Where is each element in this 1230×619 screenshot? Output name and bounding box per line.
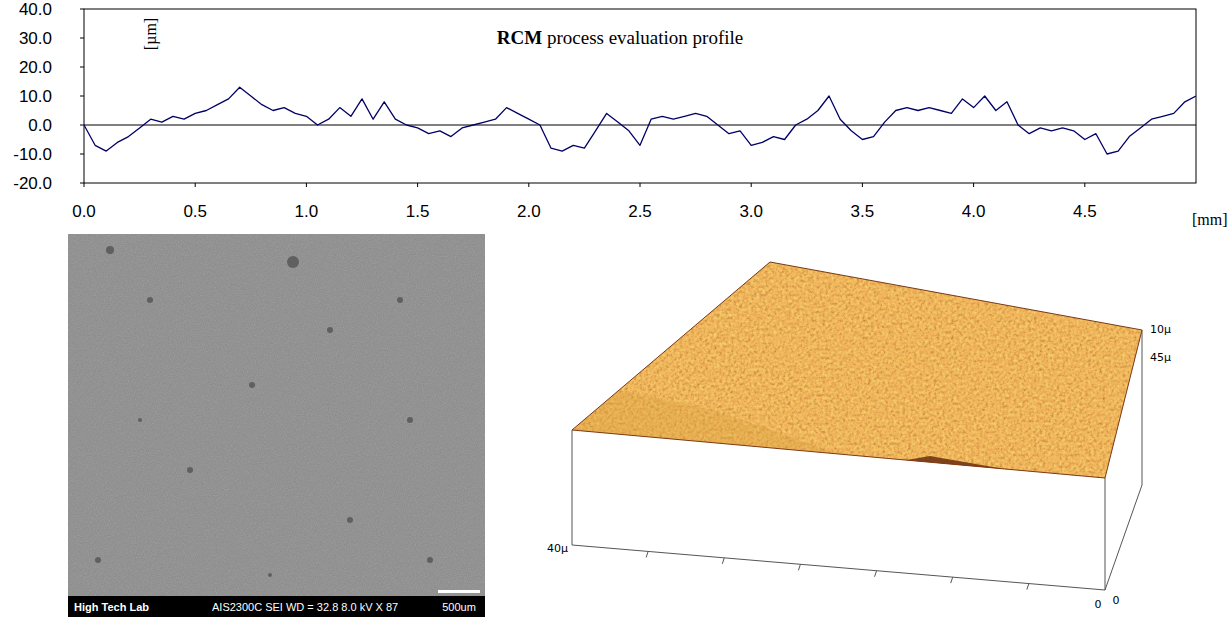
x-tick-label: 3.0 — [739, 202, 763, 221]
box-tick — [951, 577, 953, 583]
sem-caption-bar — [68, 596, 485, 617]
figure: -20.0 -10.0 0.0 10.0 20.0 30.0 40.0 0.0 0.5 1.0 1.… — [0, 0, 1230, 619]
title-bold-part: RCM — [497, 27, 542, 48]
y-tick-label: 10.0 — [19, 87, 52, 106]
sem-image: High Tech Lab AIS2300C SEI WD = 32.8 8.0 … — [68, 234, 485, 617]
box-tick — [798, 564, 800, 570]
plot-frame — [84, 9, 1196, 183]
line-group — [84, 87, 1196, 154]
sem-spot — [138, 418, 142, 422]
profile-chart: -20.0 -10.0 0.0 10.0 20.0 30.0 40.0 0.0 0.5 1.0 1.… — [13, 0, 1227, 228]
x-tick-label: 0.0 — [72, 202, 96, 221]
sem-spot — [106, 246, 114, 254]
surface-highlight — [572, 390, 1105, 478]
y-tick — [80, 9, 84, 10]
sem-spot — [427, 557, 433, 563]
x-tick-label: 2.0 — [517, 202, 541, 221]
x-tick — [84, 183, 85, 187]
sem-spot — [397, 297, 403, 303]
sem-scale-bar — [438, 590, 480, 593]
y-axis-label: [µm] — [142, 18, 160, 50]
zero-line — [84, 125, 1196, 126]
x-tick — [862, 183, 863, 187]
y-tick — [80, 96, 84, 97]
box-tick — [722, 558, 724, 564]
title-rest-part: process evaluation profile — [542, 27, 743, 48]
y-tick — [80, 154, 84, 155]
surface-group — [560, 250, 1160, 505]
surface-axis-label: 40µ — [547, 542, 568, 555]
y-tick-label: 0.0 — [28, 116, 52, 135]
sem-spot — [287, 256, 299, 268]
surface-outline — [572, 262, 1142, 478]
sem-spot — [407, 417, 413, 423]
surface-axis-label: 0 — [1095, 598, 1102, 611]
x-tick-label: 1.0 — [295, 202, 319, 221]
y-tick-label: 30.0 — [19, 29, 52, 48]
y-tick-label: -10.0 — [13, 145, 52, 164]
x-tick-label: 0.5 — [183, 202, 207, 221]
sem-spot — [187, 467, 193, 473]
box-tick — [1027, 584, 1029, 590]
x-tick — [751, 183, 752, 187]
x-tick — [640, 183, 641, 187]
sem-scale-label: 500um — [442, 601, 476, 613]
sem-texture — [68, 234, 485, 596]
sem-spot — [347, 517, 353, 523]
x-tick — [195, 183, 196, 187]
y-tick — [80, 67, 84, 68]
y-tick-label: 20.0 — [19, 58, 52, 77]
surface-texture — [560, 250, 1160, 490]
surface-axis-label: 45µ — [1150, 351, 1171, 364]
sem-lab: High Tech Lab — [74, 601, 149, 613]
x-axis-label: [mm] — [1192, 211, 1228, 228]
x-tick-label: 4.0 — [962, 202, 986, 221]
x-tick-label: 3.5 — [851, 202, 875, 221]
box-edge — [1105, 478, 1106, 590]
box-tick — [646, 551, 648, 557]
y-tick — [80, 38, 84, 39]
x-tick — [306, 183, 307, 187]
x-tick — [973, 183, 974, 187]
sem-spot — [327, 327, 333, 333]
sem-background — [68, 234, 485, 596]
sem-spot — [147, 297, 153, 303]
x-tick — [1084, 183, 1085, 187]
y-tick-label: -20.0 — [13, 174, 52, 193]
surface-axis-label: 0 — [1113, 594, 1120, 607]
sem-info: AIS2300C SEI WD = 32.8 8.0 kV X 87 — [212, 601, 398, 613]
surface-edge-dark — [860, 456, 1010, 505]
y-tick — [80, 125, 84, 126]
y-tick-label: 40.0 — [19, 0, 52, 19]
x-tick-label: 1.5 — [406, 202, 430, 221]
x-tick — [417, 183, 418, 187]
surface-3d: 10µ 45µ 40µ 00 — [547, 250, 1171, 611]
x-tick-label: 4.5 — [1073, 202, 1097, 221]
chart-title: RCM process evaluation profile — [497, 27, 743, 48]
x-tick — [528, 183, 529, 187]
sem-spot — [95, 557, 101, 563]
y-tick — [80, 183, 84, 184]
surface-axis-label: 10µ — [1150, 323, 1171, 336]
box-tick — [875, 571, 877, 577]
sem-spot — [268, 573, 272, 577]
profile-line — [84, 87, 1196, 154]
sem-spot — [249, 382, 255, 388]
x-tick-label: 2.5 — [628, 202, 652, 221]
